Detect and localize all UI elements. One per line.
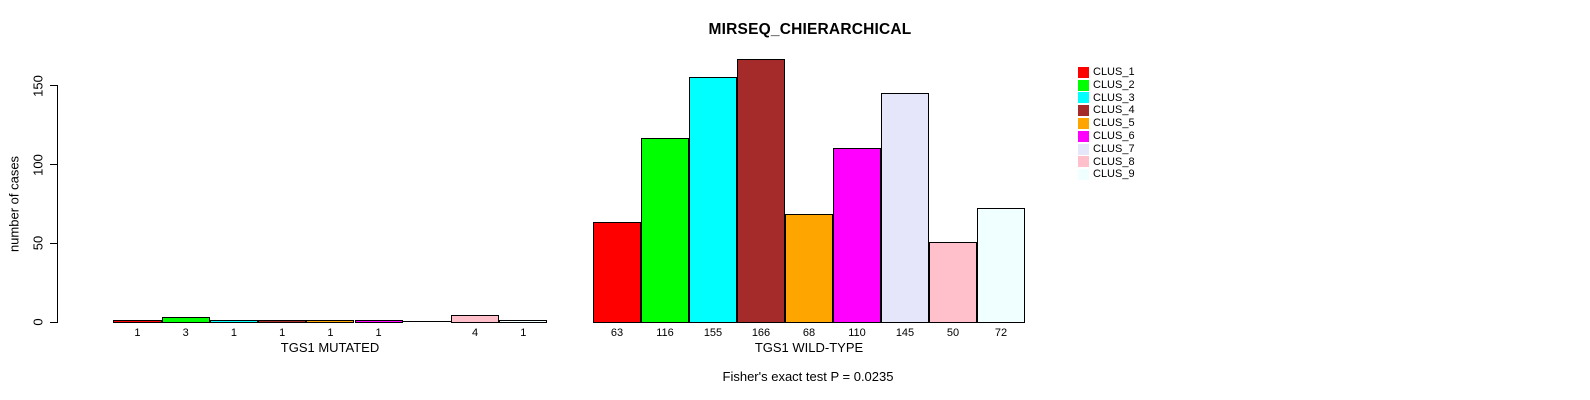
legend-label: CLUS_8 <box>1093 155 1135 168</box>
y-axis-title: number of cases <box>6 155 22 253</box>
bar-value-label: 110 <box>848 327 866 339</box>
y-tick-label: 150 <box>30 74 46 97</box>
legend-item-clus-5: CLUS_5 <box>1078 117 1135 130</box>
bar-clus-9 <box>499 319 548 324</box>
legend-item-clus-6: CLUS_6 <box>1078 130 1135 143</box>
y-axis-line <box>56 85 58 323</box>
bar-clus-8 <box>450 314 500 324</box>
legend-label: CLUS_7 <box>1093 142 1135 155</box>
bar-value-label: 1 <box>134 327 141 339</box>
bar-value-label: 4 <box>472 327 479 339</box>
legend-label: CLUS_4 <box>1093 104 1135 117</box>
legend-item-clus-2: CLUS_2 <box>1078 79 1135 92</box>
bar-clus-7 <box>881 92 929 324</box>
legend-swatch <box>1078 156 1089 168</box>
legend-item-clus-7: CLUS_7 <box>1078 143 1135 156</box>
legend-item-clus-1: CLUS_1 <box>1078 66 1135 79</box>
legend-swatch <box>1078 130 1089 142</box>
bar-clus-7 <box>402 321 451 323</box>
bar-value-label: 72 <box>994 327 1008 339</box>
bar-value-label: 166 <box>751 327 771 339</box>
legend-swatch <box>1078 92 1089 104</box>
bar-value-label: 1 <box>327 327 334 339</box>
bar-value-label: 1 <box>230 327 237 339</box>
bar-clus-6 <box>354 319 403 324</box>
legend: CLUS_1 CLUS_2 CLUS_3 CLUS_4 CLUS_5 CLUS_6 CLUS… <box>1078 66 1135 181</box>
bar-value-label: 1 <box>520 327 527 339</box>
legend-item-clus-4: CLUS_4 <box>1078 104 1135 117</box>
y-tick-mark <box>50 321 57 324</box>
bar-clus-2 <box>161 316 210 324</box>
legend-item-clus-9: CLUS_9 <box>1078 168 1135 181</box>
legend-swatch <box>1078 143 1089 155</box>
bar-value-label: 68 <box>802 327 816 339</box>
legend-item-clus-8: CLUS_8 <box>1078 156 1135 169</box>
y-tick-label: 0 <box>30 318 46 326</box>
bar-value-label: 50 <box>946 327 960 339</box>
y-tick-mark <box>50 242 57 245</box>
bar-value-label: 1 <box>375 327 382 339</box>
bar-clus-1 <box>593 221 641 324</box>
bar-clus-3 <box>209 319 258 324</box>
bar-value-label: 155 <box>703 327 723 339</box>
bar-clus-5 <box>785 214 833 324</box>
legend-item-clus-3: CLUS_3 <box>1078 92 1135 105</box>
legend-label: CLUS_6 <box>1093 129 1135 142</box>
bar-value-label: 3 <box>182 327 189 339</box>
bar-clus-3 <box>689 76 737 324</box>
legend-swatch <box>1078 66 1089 78</box>
legend-swatch <box>1078 79 1089 91</box>
bar-value-label: 145 <box>895 327 915 339</box>
bar-clus-4 <box>737 59 785 324</box>
bar-value-label: 116 <box>656 327 674 339</box>
y-tick-label: 50 <box>30 236 46 251</box>
bar-clus-6 <box>833 147 881 324</box>
legend-label: CLUS_5 <box>1093 117 1135 130</box>
bar-clus-1 <box>113 319 162 324</box>
legend-swatch <box>1078 105 1089 117</box>
x-axis-label-mutated: TGS1 MUTATED <box>280 340 380 355</box>
bar-value-label: 63 <box>610 327 624 339</box>
legend-swatch <box>1078 118 1089 130</box>
legend-swatch <box>1078 169 1089 181</box>
chart-title: MIRSEQ_CHIERARCHICAL <box>708 21 912 38</box>
bar-clus-5 <box>306 319 355 324</box>
legend-label: CLUS_3 <box>1093 91 1135 104</box>
bar-clus-2 <box>641 138 689 324</box>
bar-clus-9 <box>977 207 1025 324</box>
y-tick-mark <box>50 163 57 166</box>
bar-clus-4 <box>258 319 307 324</box>
legend-label: CLUS_9 <box>1093 168 1135 181</box>
legend-label: CLUS_2 <box>1093 78 1135 91</box>
bar-clus-8 <box>929 242 977 324</box>
legend-label: CLUS_1 <box>1093 66 1135 78</box>
y-tick-label: 100 <box>30 153 46 176</box>
x-axis-label-wildtype: TGS1 WILD-TYPE <box>754 340 864 355</box>
fisher-test-annotation: Fisher's exact test P = 0.0235 <box>722 369 894 384</box>
bar-value-label: 1 <box>279 327 286 339</box>
y-tick-mark <box>50 84 57 87</box>
